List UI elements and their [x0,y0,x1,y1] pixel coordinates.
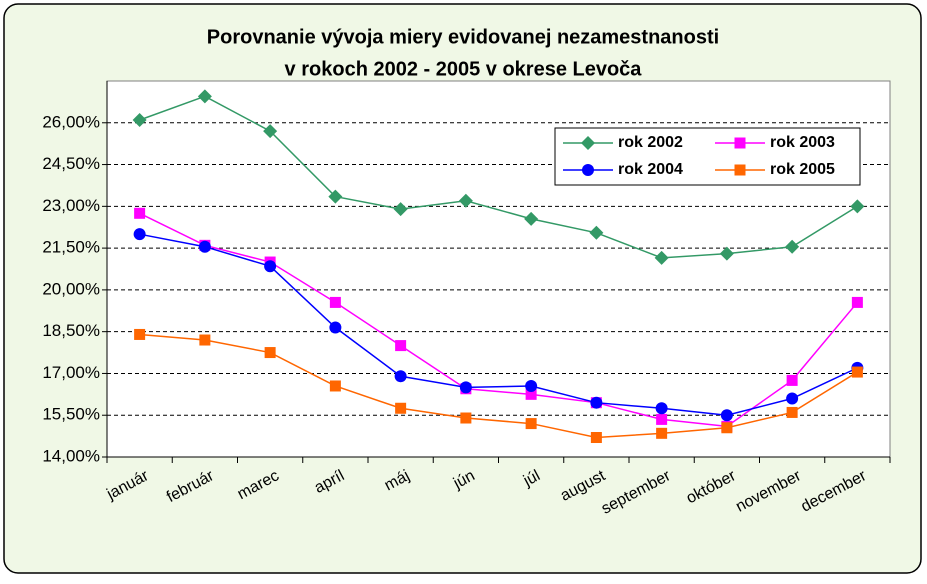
marker [654,250,669,265]
marker [197,89,212,104]
y-tick-label: 24,50% [42,154,100,173]
y-tick-label: 15,50% [42,405,100,424]
marker [850,199,865,214]
legend-label: rok 2003 [770,134,835,151]
marker [132,112,147,127]
marker [199,334,211,346]
chart-title: v rokoch 2002 - 2005 v okrese Levoča [285,58,643,80]
marker [720,409,733,422]
marker [656,427,668,439]
line [139,333,858,439]
marker [786,374,798,386]
marker [721,422,733,434]
marker [134,207,146,219]
marker [590,432,602,444]
marker [590,396,603,409]
marker [655,402,668,415]
y-tick-label: 17,00% [42,363,100,382]
chart-title: Porovnanie vývoja miery evidovanej nezam… [207,26,719,48]
marker [589,225,604,240]
y-tick-label: 18,50% [42,321,100,340]
marker [134,328,146,340]
marker [395,402,407,414]
y-tick-label: 26,00% [42,112,100,131]
marker [198,240,211,253]
legend-label: rok 2004 [618,161,683,178]
marker [264,347,276,359]
marker [525,388,537,400]
marker [851,366,863,378]
legend-label: rok 2005 [770,161,835,178]
x-tick-label: júl [520,467,543,490]
legend-label: rok 2002 [618,134,683,151]
marker [263,124,278,139]
marker [786,392,799,405]
marker [395,340,407,352]
y-tick-label: 21,50% [42,238,100,257]
marker [851,296,863,308]
marker [785,239,800,254]
marker [329,321,342,334]
y-tick-label: 20,00% [42,279,100,298]
marker [264,260,277,273]
marker [458,193,473,208]
marker [656,413,668,425]
marker [525,418,537,430]
marker [329,296,341,308]
marker [133,228,146,241]
y-tick-label: 14,00% [42,446,100,465]
marker [394,370,407,383]
marker [459,381,472,394]
marker [581,136,595,150]
marker [734,164,746,176]
marker [524,211,539,226]
legend [554,127,861,186]
marker [582,164,594,176]
marker [328,189,343,204]
marker [393,202,408,217]
line [139,212,858,428]
marker [786,406,798,418]
marker [719,246,734,261]
line [139,233,858,416]
marker [734,137,746,149]
marker [525,379,538,392]
marker [329,380,341,392]
y-tick-label: 23,00% [42,196,100,215]
marker [460,412,472,424]
line [139,95,858,259]
